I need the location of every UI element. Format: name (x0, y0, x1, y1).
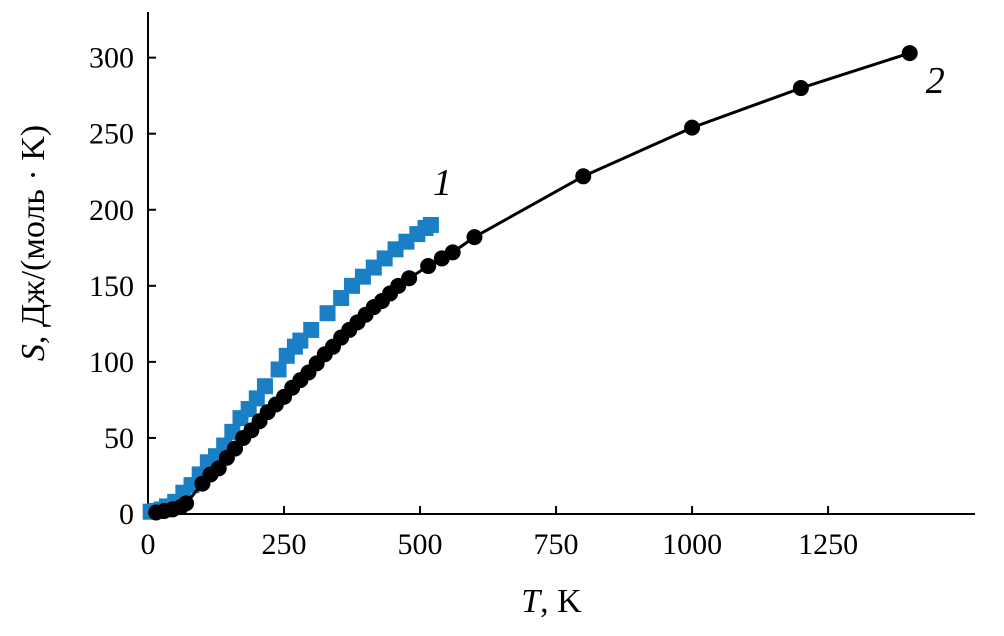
data-point (319, 305, 336, 322)
series-layer (142, 45, 918, 521)
series-label-2: 2 (926, 60, 945, 102)
x-axis-symbol: T (521, 583, 542, 620)
x-axis-unit: , K (540, 583, 582, 620)
data-point (303, 321, 320, 338)
data-point (256, 378, 273, 395)
x-tick-label: 500 (398, 528, 443, 561)
series-1 (142, 216, 439, 520)
data-point (248, 390, 265, 407)
x-tick-label: 1000 (662, 528, 722, 561)
data-point (178, 495, 195, 512)
x-axis-title: T, K (521, 583, 582, 620)
series-2-line (155, 51, 911, 514)
data-point (420, 258, 437, 275)
data-point (270, 361, 287, 378)
x-tick-label: 250 (262, 528, 307, 561)
data-point (684, 119, 701, 136)
y-tick-label: 200 (89, 194, 134, 227)
y-axis-symbol: S (15, 344, 52, 361)
data-point (901, 45, 918, 62)
x-tick-label: 750 (534, 528, 579, 561)
data-point (333, 289, 350, 306)
y-tick-label: 0 (119, 498, 134, 531)
data-point (466, 229, 483, 246)
y-axis-unit: , Дж/(моль · K) (15, 125, 52, 344)
y-tick-label: 50 (104, 422, 134, 455)
y-tick-label: 100 (89, 346, 134, 379)
data-point (422, 216, 439, 233)
data-point (792, 80, 809, 97)
axes (147, 12, 975, 515)
data-point (575, 168, 592, 185)
x-tick-label: 0 (141, 528, 156, 561)
y-tick-label: 300 (89, 42, 134, 75)
y-tick-label: 150 (89, 270, 134, 303)
series-label-1: 1 (433, 162, 452, 204)
y-tick-label: 250 (89, 118, 134, 151)
data-point (444, 244, 461, 261)
y-axis-title: S, Дж/(моль · K) (15, 125, 52, 361)
series-2 (148, 45, 918, 521)
data-point (401, 270, 418, 287)
x-tick-label: 1250 (798, 528, 858, 561)
y-ticks: 0 50 100 150 200 250 300 (89, 42, 156, 531)
x-ticks: 0 250 500 750 1000 1250 (141, 506, 858, 561)
